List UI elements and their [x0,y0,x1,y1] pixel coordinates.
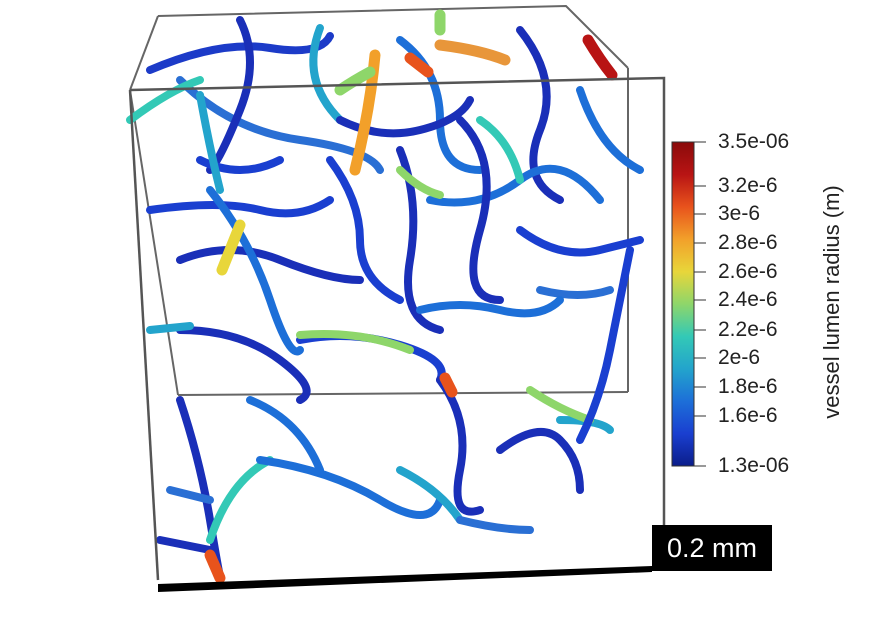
colorbar-tick-label: 3.2e-6 [718,175,778,197]
colorbar-tick-label: 2.8e-6 [718,232,778,254]
colorbar-tick-label: 3e-6 [718,203,760,225]
scale-bar-label: 0.2 mm [652,525,772,571]
colorbar-tick-label: 1.3e-06 [718,455,789,477]
colorbar-tick-label: 1.6e-6 [718,405,778,427]
colorbar-tick-label: 2.4e-6 [718,289,778,311]
vessel-segments [130,20,640,575]
colorbar-title: vessel lumen radius (m) [818,152,846,452]
colorbar-tick-label: 3.5e-06 [718,131,789,153]
colorbar-ticks [694,142,706,466]
colorbar-tick-label: 2.6e-6 [718,261,778,283]
colorbar [672,142,694,466]
colorbar-tick-label: 1.8e-6 [718,376,778,398]
scale-bar-axis [158,566,652,592]
colorbar-tick-label: 2e-6 [718,347,760,369]
colorbar-tick-label: 2.2e-6 [718,319,778,341]
